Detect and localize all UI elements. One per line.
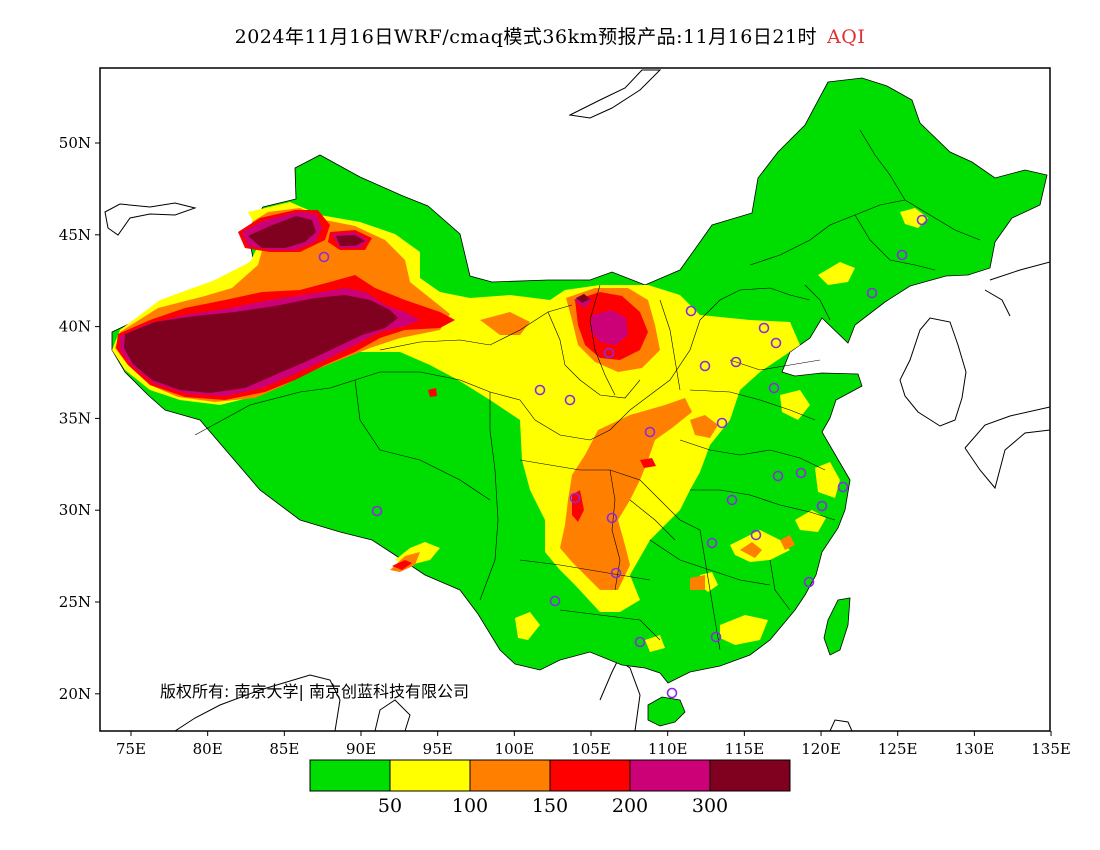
station-marker: [699, 360, 711, 372]
station-marker: [770, 337, 782, 349]
station-marker: [730, 356, 742, 368]
station-marker: [768, 382, 780, 394]
lon-tick-label: 95E: [423, 740, 453, 758]
station-marker: [837, 481, 849, 493]
lat-tick-label: 50N: [59, 134, 91, 152]
station-marker: [710, 631, 722, 643]
station-marker: [803, 576, 815, 588]
station-marker: [569, 492, 581, 504]
colorbar-swatch: [469, 759, 551, 792]
lon-tick-label: 100E: [495, 740, 535, 758]
station-marker: [564, 394, 576, 406]
station-marker: [603, 347, 615, 359]
title-main: 2024年11月16日WRF/cmaq模式36km预报产品:11月16日21时: [234, 26, 818, 48]
station-marker: [726, 494, 738, 506]
station-marker: [549, 595, 561, 607]
station-marker: [896, 249, 908, 261]
colorbar-label: 200: [612, 795, 648, 817]
colorbar-swatch: [309, 759, 391, 792]
lon-tick-label: 105E: [571, 740, 611, 758]
station-marker: [371, 505, 383, 517]
lat-tick-label: 35N: [59, 409, 91, 427]
station-markers: [318, 214, 928, 699]
lat-tick-label: 40N: [59, 318, 91, 336]
hainan: [647, 696, 686, 727]
station-marker: [606, 512, 618, 524]
lon-tick-label: 90E: [346, 740, 376, 758]
lon-tick-label: 85E: [269, 740, 299, 758]
station-marker: [866, 287, 878, 299]
lon-tick-label: 75E: [116, 740, 146, 758]
station-marker: [795, 467, 807, 479]
taiwan: [823, 597, 851, 656]
title-variable: AQI: [827, 26, 866, 48]
colorbar-label: 50: [378, 795, 402, 817]
map-content: 版权所有: 南京大学| 南京创蓝科技有限公司: [104, 69, 1050, 731]
lon-tick-label: 120E: [801, 740, 841, 758]
station-marker: [644, 426, 656, 438]
station-marker: [318, 251, 330, 263]
station-marker: [610, 567, 622, 579]
station-marker: [634, 636, 646, 648]
region-hazardous: [124, 216, 590, 393]
station-marker: [758, 322, 770, 334]
station-marker: [772, 470, 784, 482]
map-title: 2024年11月16日WRF/cmaq模式36km预报产品:11月16日21时 A…: [0, 22, 1100, 49]
lon-tick-label: 135E: [1031, 740, 1071, 758]
station-marker: [685, 305, 697, 317]
station-marker: [706, 537, 718, 549]
latitude-axis: 50N 45N 40N 35N 30N 25N 20N: [59, 134, 100, 703]
copyright-text: 版权所有: 南京大学| 南京创蓝科技有限公司: [160, 682, 469, 701]
province-boundaries: [194, 129, 981, 651]
station-marker: [750, 529, 762, 541]
colorbar-label: 150: [532, 795, 568, 817]
lat-tick-label: 45N: [59, 226, 91, 244]
lon-tick-label: 130E: [955, 740, 995, 758]
colorbar-swatch: [549, 759, 631, 792]
lat-tick-label: 30N: [59, 501, 91, 519]
colorbar-swatch: [629, 759, 711, 792]
colorbar: 50 100 150 200 300: [309, 759, 791, 817]
station-marker: [916, 214, 928, 226]
longitude-axis: 75E 80E 85E 90E 95E 100E 105E 110E 115E 120E 125E 1…: [116, 731, 1071, 758]
station-marker: [716, 417, 728, 429]
colorbar-swatch: [389, 759, 471, 792]
lat-tick-label: 20N: [59, 685, 91, 703]
station-marker: [816, 500, 828, 512]
colorbar-label: 100: [452, 795, 488, 817]
map-frame: [99, 67, 1051, 732]
station-marker: [666, 687, 678, 699]
lon-tick-label: 125E: [878, 740, 918, 758]
station-marker: [534, 384, 546, 396]
colorbar-label: 300: [692, 795, 728, 817]
lon-tick-label: 110E: [648, 740, 688, 758]
colorbar-swatch: [709, 759, 791, 792]
lon-tick-label: 80E: [193, 740, 223, 758]
lon-tick-label: 115E: [725, 740, 765, 758]
lat-tick-label: 25N: [59, 593, 91, 611]
